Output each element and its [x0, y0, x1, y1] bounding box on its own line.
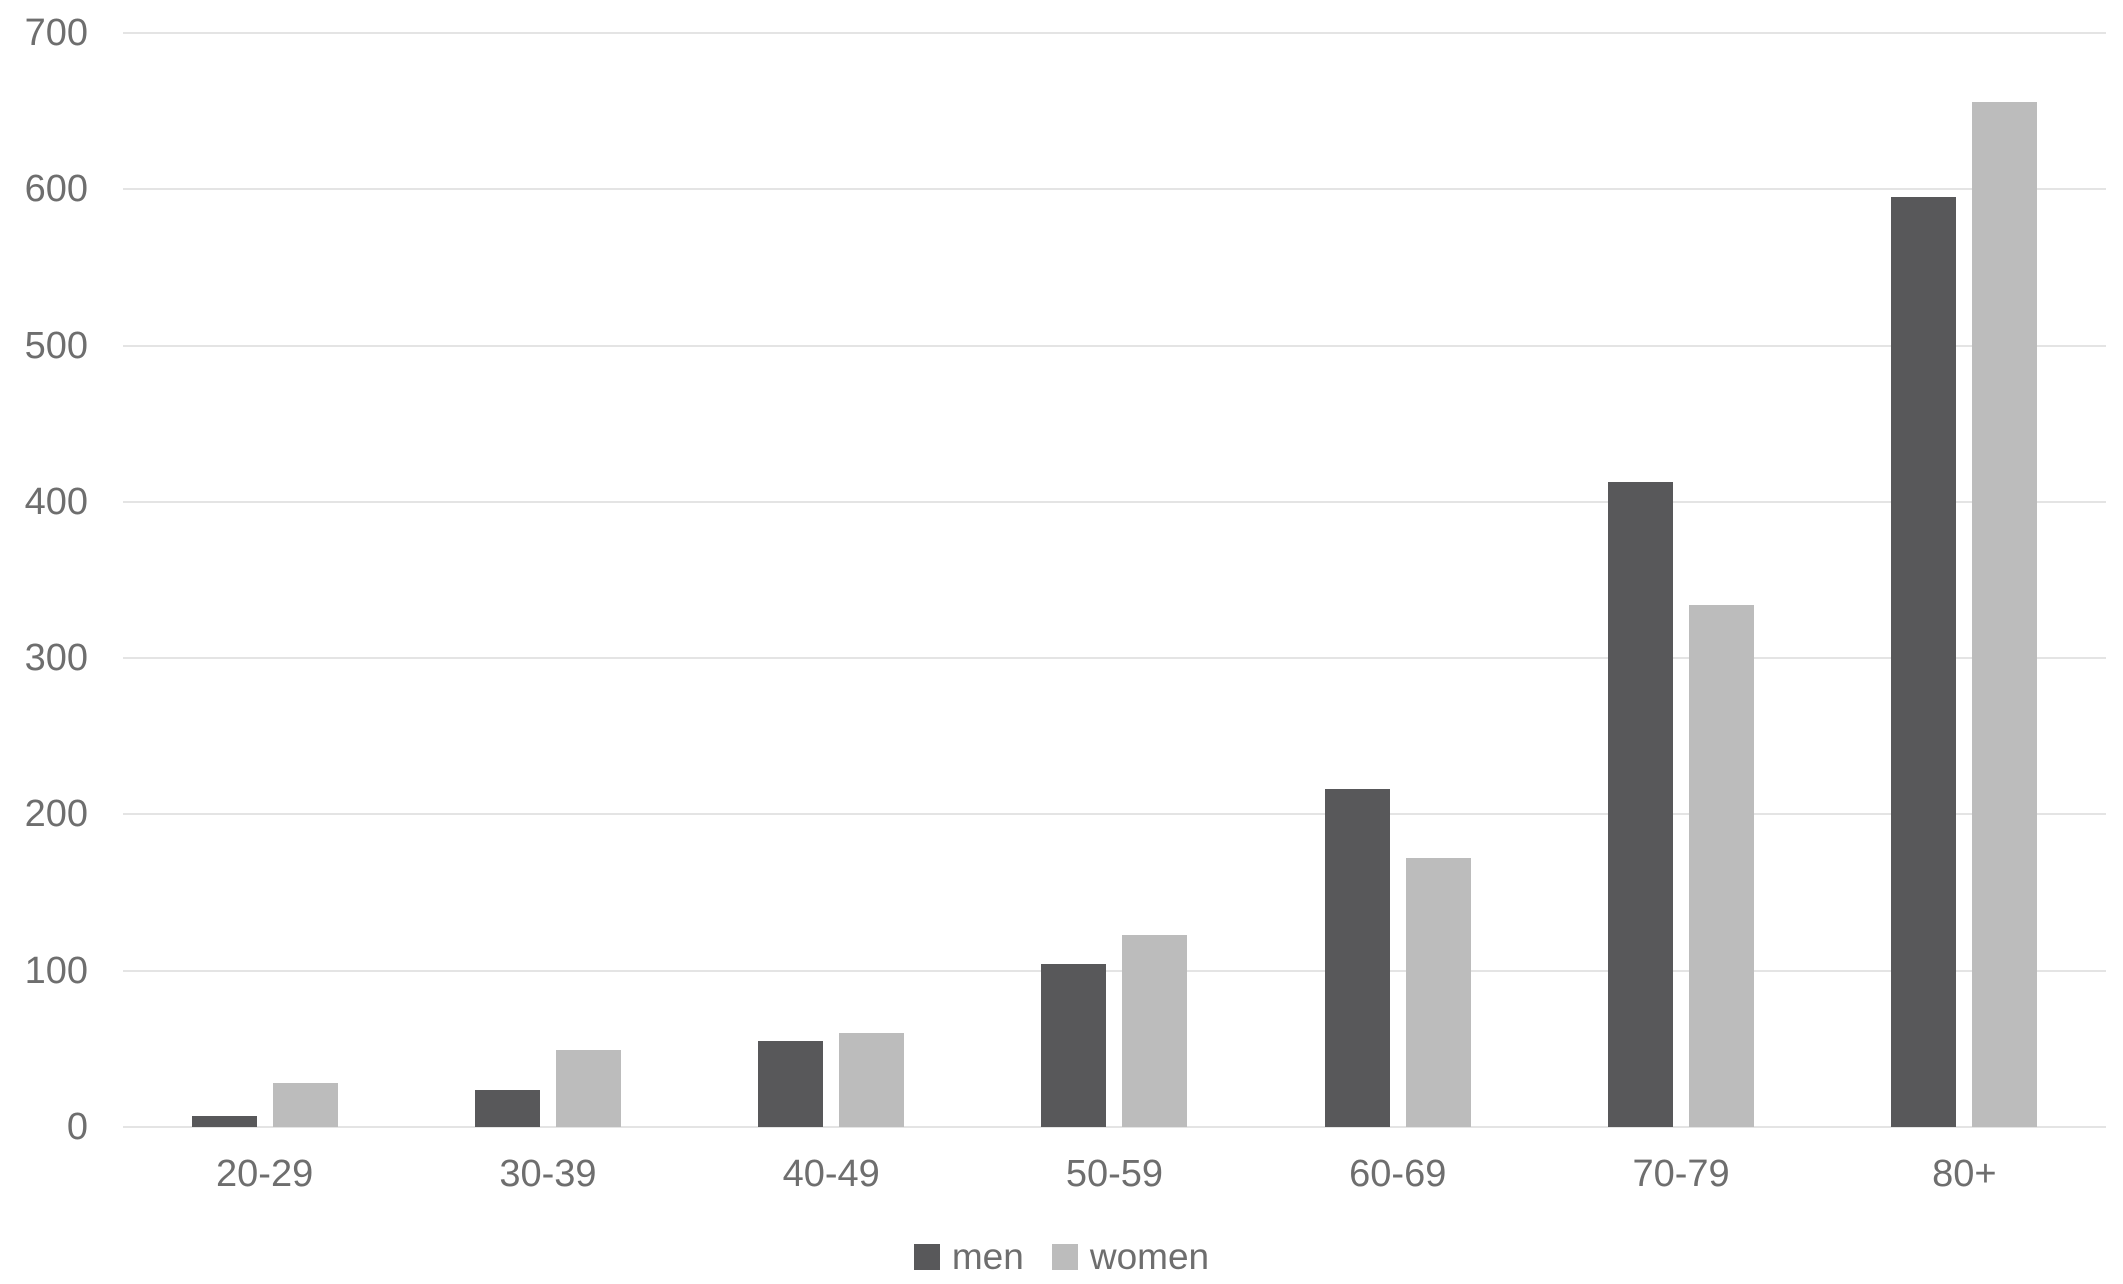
x-tick-label-40-49: 40-49: [782, 1153, 880, 1195]
bar-men-80+: [1891, 197, 1957, 1127]
x-tick-label-80+: 80+: [1932, 1153, 1997, 1195]
y-tick-label-500: 500: [24, 324, 88, 367]
bar-women-30-39: [555, 1050, 621, 1127]
legend-item-women: women: [1051, 1236, 1210, 1277]
bar-women-80+: [1972, 101, 2038, 1127]
bars-layer: [123, 33, 2106, 1127]
bar-group-30-39: [406, 33, 689, 1127]
bar-women-40-49: [839, 1033, 905, 1127]
bar-group-20-29: [123, 33, 406, 1127]
x-axis-labels: 20-29 30-39 40-49 50-59 60-69 70-79 80+: [123, 1155, 2106, 1193]
bar-group-70-79: [1539, 33, 1822, 1127]
bar-group-50-59: [973, 33, 1256, 1127]
gridline-300: [123, 657, 2106, 660]
legend-item-men: men: [913, 1236, 1024, 1277]
y-tick-label-700: 700: [24, 12, 88, 54]
y-tick-label-200: 200: [24, 793, 88, 836]
bar-women-60-69: [1405, 858, 1471, 1127]
y-axis-labels: 0 100 200 300 400 500 600 700: [0, 14, 88, 1146]
legend-label-women: women: [1089, 1236, 1210, 1277]
bar-men-70-79: [1608, 481, 1674, 1127]
x-tick-label-30-39: 30-39: [499, 1153, 597, 1195]
gridline-100: [123, 969, 2106, 972]
bar-men-50-59: [1041, 964, 1107, 1127]
bar-women-50-59: [1122, 934, 1188, 1127]
y-tick-label-400: 400: [24, 480, 88, 523]
y-tick-label-0: 0: [66, 1106, 88, 1148]
women-color-swatch: [1051, 1243, 1078, 1270]
y-tick-label-100: 100: [24, 949, 88, 992]
legend-label-men: men: [951, 1236, 1024, 1277]
bar-women-70-79: [1689, 605, 1755, 1127]
x-tick-label-50-59: 50-59: [1065, 1153, 1164, 1195]
gridline-500: [123, 344, 2106, 347]
bar-women-20-29: [272, 1083, 338, 1127]
legend: men women: [0, 1238, 2123, 1275]
bar-group-60-69: [1256, 33, 1539, 1127]
plot-area: [123, 32, 2106, 1128]
bar-men-20-29: [191, 1116, 257, 1127]
gridline-600: [123, 188, 2106, 191]
bar-men-60-69: [1324, 789, 1390, 1127]
bar-men-30-39: [474, 1089, 540, 1127]
y-tick-label-300: 300: [24, 637, 88, 680]
gridline-400: [123, 500, 2106, 503]
x-tick-label-70-79: 70-79: [1632, 1153, 1730, 1195]
gridline-0: [123, 1126, 2106, 1128]
x-tick-label-20-29: 20-29: [216, 1153, 314, 1195]
bar-men-40-49: [758, 1041, 824, 1127]
gridline-200: [123, 813, 2106, 816]
men-color-swatch: [913, 1243, 940, 1270]
bar-group-40-49: [690, 33, 973, 1127]
bar-group-80+: [1823, 33, 2106, 1127]
x-tick-label-60-69: 60-69: [1349, 1153, 1447, 1195]
y-tick-label-600: 600: [24, 168, 88, 211]
gridline-700: [123, 32, 2106, 34]
